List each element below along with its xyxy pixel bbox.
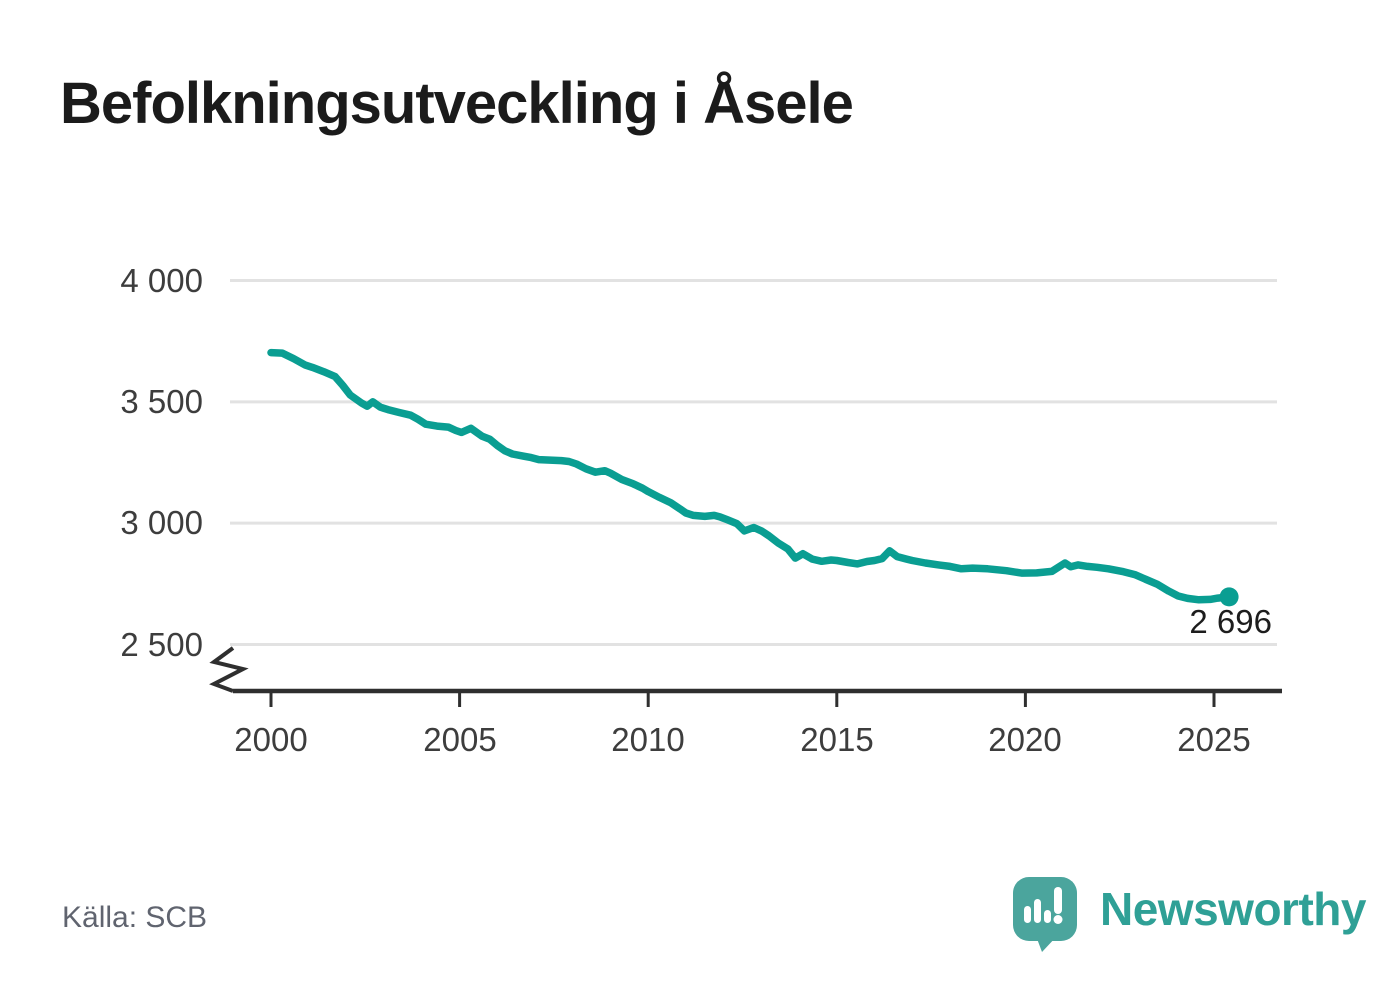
x-axis-label: 2000 <box>234 721 308 758</box>
y-axis-label: 4 000 <box>120 262 203 299</box>
newsworthy-speech-bubble-icon <box>1013 877 1077 952</box>
x-axis-label: 2005 <box>423 721 497 758</box>
population-line <box>267 348 1233 604</box>
x-axis-label: 2025 <box>1177 721 1251 758</box>
x-axis-label: 2010 <box>611 721 685 758</box>
newsworthy-logo-text: Newsworthy <box>1100 883 1366 935</box>
last-value-dot <box>1219 587 1239 607</box>
source-attribution: Källa: SCB <box>62 901 208 934</box>
y-axis-label: 2 500 <box>120 626 203 663</box>
x-axis-ticks <box>269 691 1216 707</box>
y-axis-label: 3 500 <box>120 383 203 420</box>
x-axis-label: 2020 <box>988 721 1062 758</box>
y-axis-label: 3 000 <box>120 504 203 541</box>
newsworthy-logo: Newsworthy <box>1012 876 1366 956</box>
gridlines <box>230 279 1277 646</box>
axis-break-zigzag <box>209 646 249 693</box>
page-title: Befolkningsutveckling i Åsele <box>60 71 854 136</box>
last-value-annotation: 2 696 <box>1189 603 1272 640</box>
x-axis-label: 2015 <box>800 721 874 758</box>
